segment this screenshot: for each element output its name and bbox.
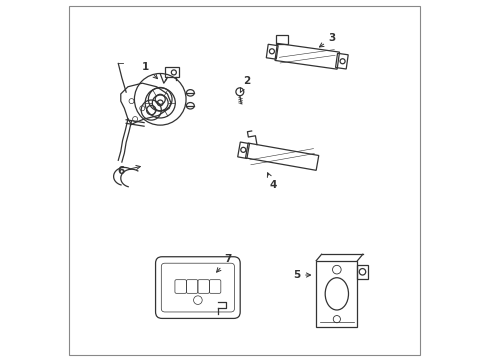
Bar xyxy=(245,143,318,170)
Text: 3: 3 xyxy=(319,33,335,47)
Bar xyxy=(274,44,339,69)
Bar xyxy=(164,67,178,77)
Bar xyxy=(275,35,287,44)
Bar xyxy=(357,265,367,279)
Bar xyxy=(237,142,249,158)
Text: 2: 2 xyxy=(240,76,249,92)
Bar xyxy=(316,261,357,327)
Text: 7: 7 xyxy=(216,254,232,272)
Bar xyxy=(335,53,347,69)
Text: 6: 6 xyxy=(117,166,140,176)
Bar xyxy=(266,44,278,59)
Text: 4: 4 xyxy=(267,173,276,190)
Text: 5: 5 xyxy=(292,270,310,280)
Text: 1: 1 xyxy=(142,62,157,78)
